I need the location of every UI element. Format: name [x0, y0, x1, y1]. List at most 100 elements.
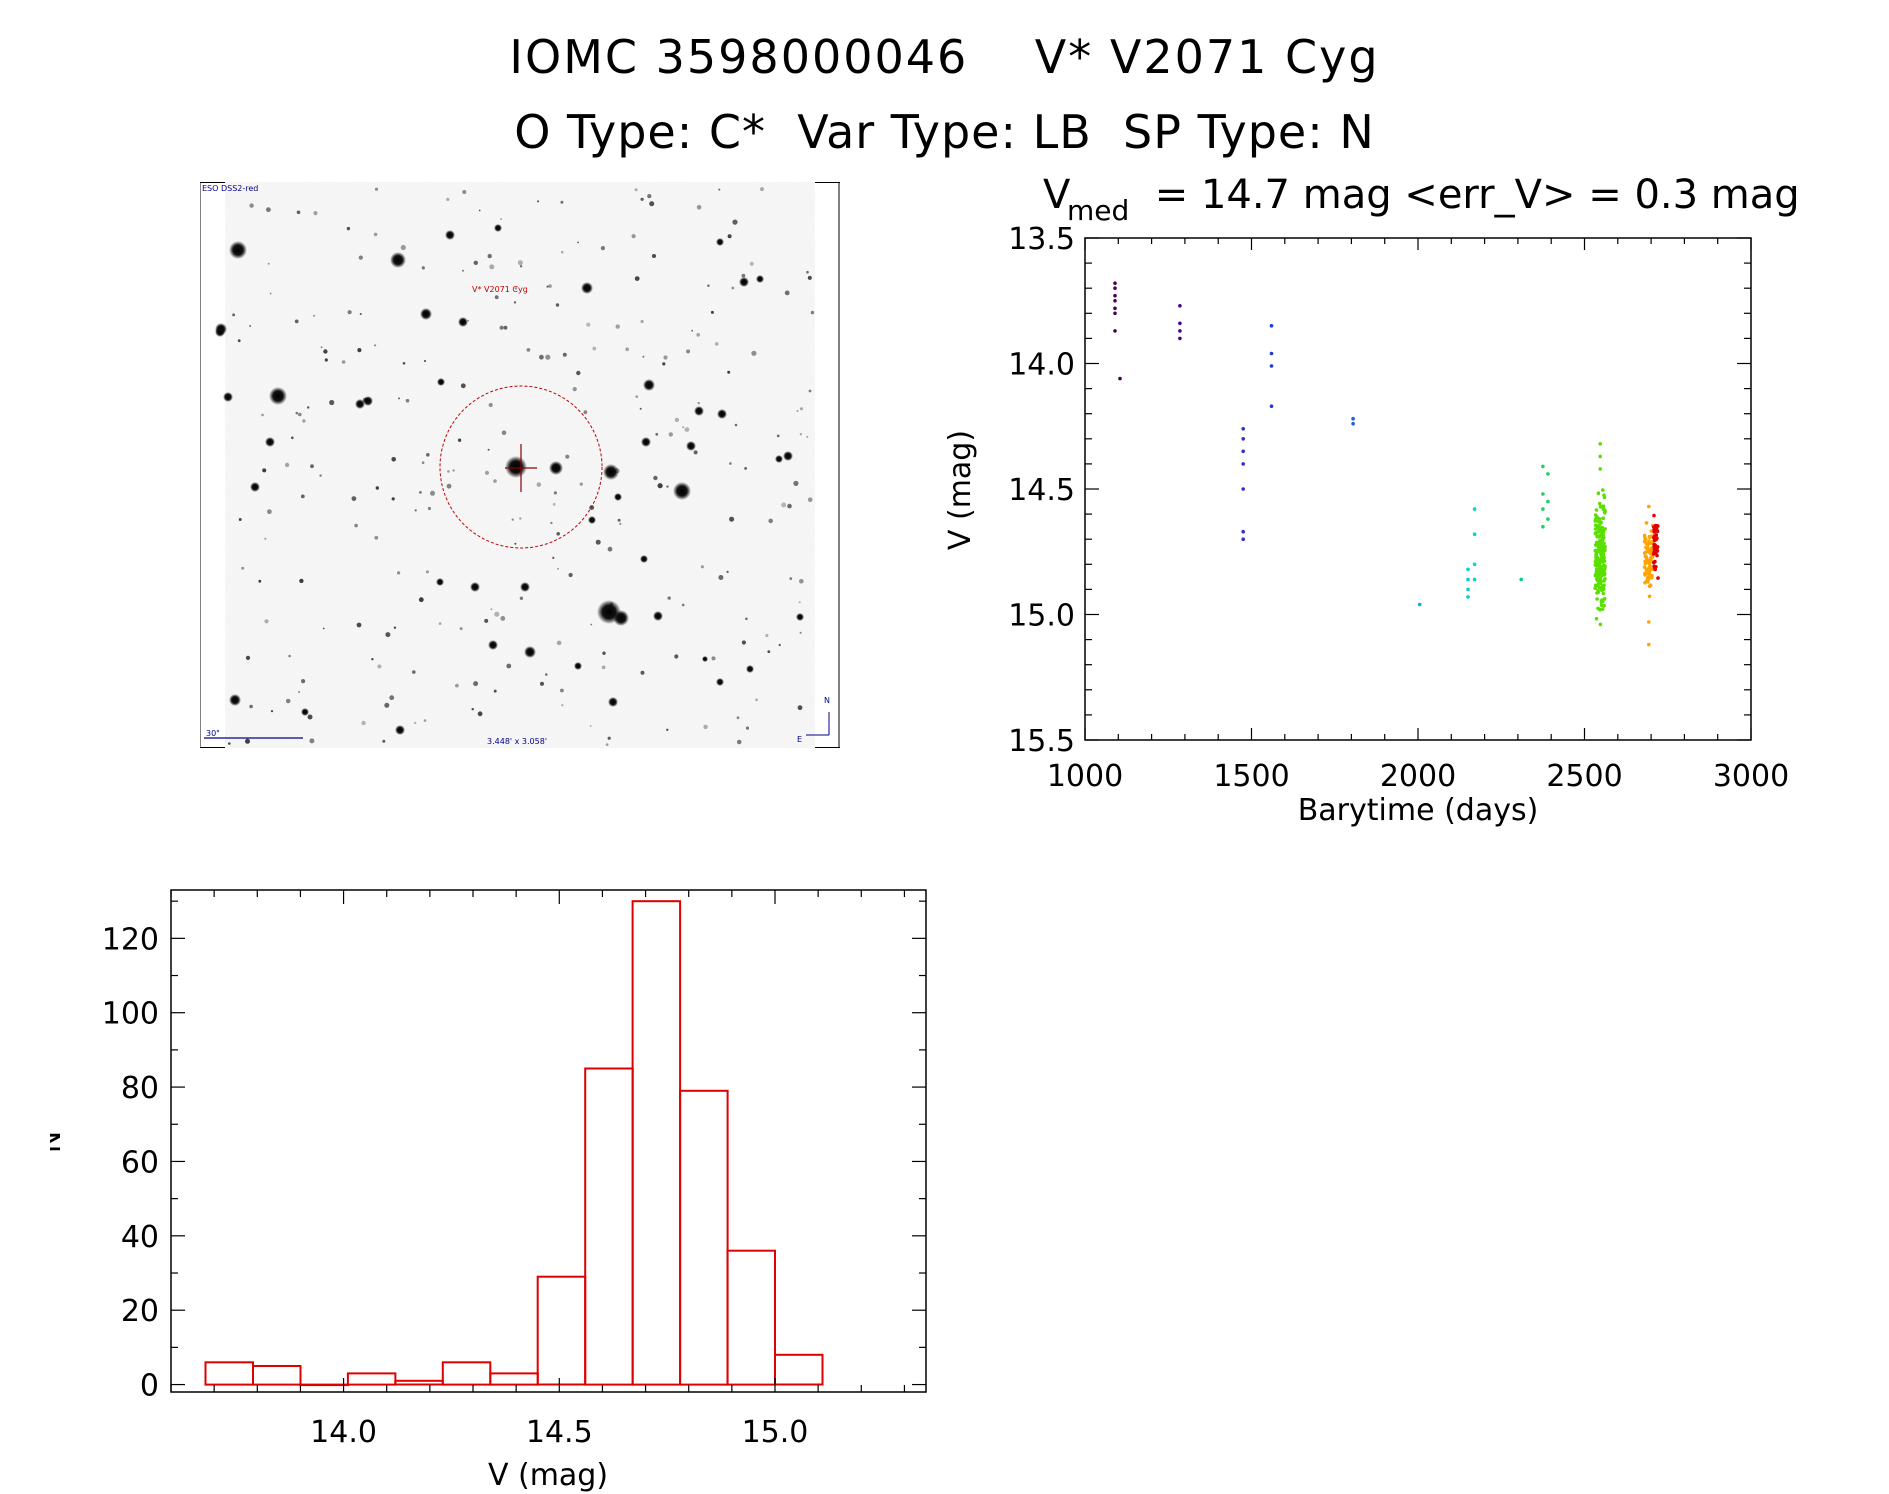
lc-data-point	[1599, 603, 1604, 608]
star	[694, 406, 704, 416]
lc-data-point	[1602, 579, 1606, 583]
faint-star	[731, 286, 735, 290]
lc-data-point	[1600, 572, 1604, 577]
faint-star	[710, 310, 714, 314]
lc-data-point	[1178, 321, 1182, 326]
lc-data-point	[1647, 620, 1651, 624]
lc-data-point	[1597, 564, 1602, 568]
faint-star	[592, 346, 597, 351]
lc-data-point	[1241, 437, 1245, 441]
faint-star	[354, 523, 358, 528]
faint-star	[298, 690, 301, 694]
lc-data-point	[1654, 533, 1659, 537]
lc-data-point	[1602, 603, 1606, 608]
lc-data-point	[1113, 286, 1117, 290]
lc-data-point	[1652, 544, 1656, 549]
faint-star	[430, 490, 435, 496]
faint-star	[696, 205, 702, 210]
faint-star	[666, 728, 669, 731]
faint-star	[548, 284, 552, 288]
lc-data-point	[1178, 329, 1182, 333]
faint-star	[400, 244, 406, 251]
faint-star	[793, 480, 799, 486]
star	[229, 241, 247, 259]
faint-star	[634, 276, 640, 281]
faint-star	[374, 187, 379, 191]
faint-star	[359, 313, 362, 315]
faint-star	[487, 448, 490, 451]
lc-data-point	[1653, 567, 1657, 572]
faint-star	[796, 410, 799, 412]
faint-star	[393, 626, 397, 629]
lc-data-point	[1113, 281, 1117, 285]
lc-y-tick-label: 15.0	[1008, 599, 1075, 634]
faint-star	[341, 360, 346, 364]
hist-ylabel: N	[50, 1131, 68, 1153]
faint-star	[389, 695, 395, 701]
lc-data-point	[1466, 567, 1470, 572]
faint-star	[652, 254, 656, 258]
faint-star	[602, 651, 606, 655]
lc-title-rest: = 14.7 mag <err_V> = 0.3 mag	[1142, 172, 1800, 218]
faint-star	[266, 207, 271, 213]
hist-bar	[299, 1383, 349, 1387]
lc-data-point	[1598, 442, 1602, 446]
lc-data-point	[1648, 583, 1653, 587]
faint-star	[249, 704, 253, 709]
lc-data-point	[1603, 544, 1607, 549]
faint-star	[640, 670, 645, 675]
lc-data-point	[1595, 516, 1599, 520]
faint-star	[653, 475, 658, 481]
faint-star	[526, 348, 531, 352]
lc-data-point	[1603, 564, 1607, 568]
lc-data-point	[1653, 559, 1657, 564]
star	[458, 317, 468, 327]
faint-star	[405, 398, 410, 403]
faint-star	[501, 430, 507, 436]
faint-star	[605, 743, 609, 746]
faint-star	[313, 314, 316, 317]
lc-data-point	[1598, 454, 1602, 459]
faint-star	[693, 450, 698, 455]
lc-x-tick-label: 1000	[1047, 759, 1123, 794]
faint-star	[296, 210, 301, 215]
faint-star	[576, 370, 581, 376]
faint-star	[568, 572, 573, 578]
lc-data-point	[1642, 551, 1647, 555]
hist-bars	[204, 900, 824, 1387]
faint-star	[249, 325, 251, 327]
lc-data-point	[1541, 524, 1545, 529]
title-line-1: IOMC 3598000046 V* V2071 Cyg	[509, 30, 1380, 84]
faint-star	[519, 265, 523, 268]
lc-data-point	[1649, 529, 1654, 533]
star	[746, 665, 754, 673]
faint-star	[313, 211, 318, 216]
faint-star	[452, 469, 455, 472]
faint-star	[696, 332, 701, 337]
lc-data-point	[1645, 578, 1649, 583]
faint-star	[487, 253, 492, 259]
lc-data-point	[1598, 504, 1603, 509]
lc-data-point	[1597, 541, 1601, 545]
lc-data-point	[1598, 622, 1603, 627]
hist-y-tick-label: 60	[121, 1145, 159, 1180]
faint-star	[351, 496, 357, 501]
faint-star	[245, 655, 251, 660]
lc-data-point	[1644, 570, 1649, 575]
lc-data-point	[1595, 524, 1600, 529]
faint-star	[784, 290, 790, 296]
faint-star	[726, 570, 729, 573]
lc-data-point	[1241, 529, 1245, 534]
lc-data-point	[1595, 570, 1600, 574]
faint-star	[808, 389, 812, 393]
faint-star	[398, 397, 400, 400]
faint-star	[663, 355, 668, 360]
lc-y-tick-label: 14.5	[1008, 473, 1075, 508]
faint-star	[291, 436, 294, 440]
faint-star	[797, 705, 803, 711]
hist-bar	[204, 1361, 254, 1386]
lc-data-point	[1595, 597, 1599, 601]
lc-data-point	[1647, 594, 1652, 599]
star	[269, 387, 287, 405]
faint-star	[421, 266, 425, 270]
